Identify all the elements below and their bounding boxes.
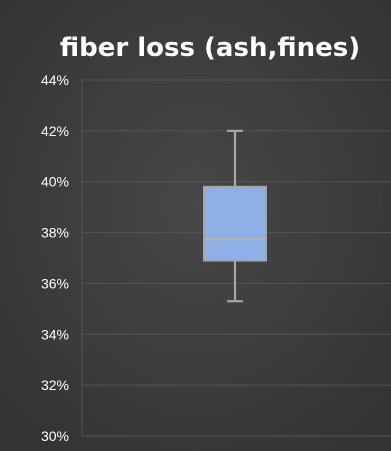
box-plot xyxy=(203,129,267,303)
y-tick-label: 38% xyxy=(41,225,69,241)
y-tick-label: 40% xyxy=(41,174,69,190)
y-tick-label: 32% xyxy=(41,377,69,393)
iqr-box xyxy=(203,185,267,262)
gridlines xyxy=(81,79,391,437)
y-tick-label: 30% xyxy=(41,428,69,444)
y-tick-label: 42% xyxy=(41,123,69,139)
y-tick-label: 34% xyxy=(41,326,69,342)
y-tick-label: 44% xyxy=(41,72,69,88)
y-tick-label: 36% xyxy=(41,275,69,291)
y-axis-ticks: 30% 32% 34% 36% 38% 40% 42% 44% xyxy=(41,72,69,444)
chart-title: fiber loss (ash,fines) xyxy=(60,33,360,63)
